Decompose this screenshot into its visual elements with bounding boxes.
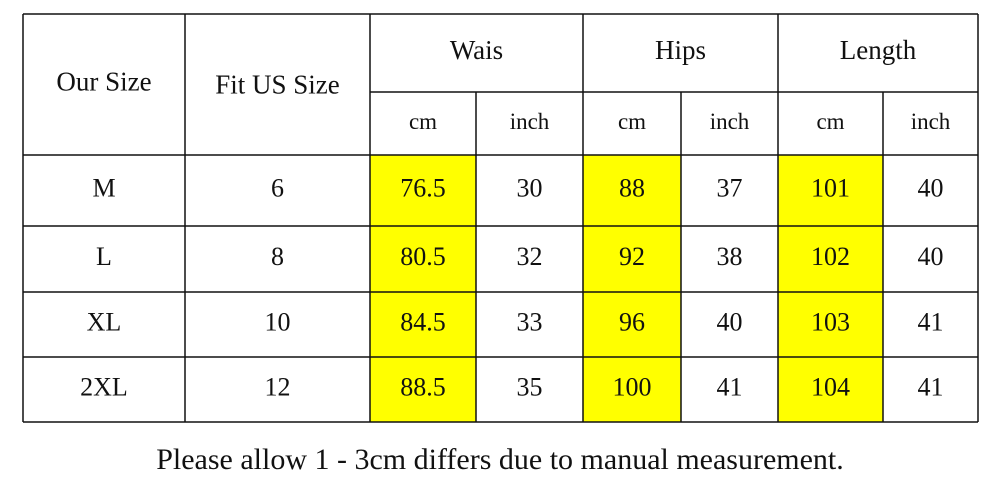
highlight-cell [778, 226, 883, 292]
header-cell: Our Size [56, 67, 151, 97]
highlight-cell [778, 155, 883, 226]
table-cell: 38 [717, 242, 743, 271]
highlight-cell [583, 357, 681, 422]
table-cell: L [96, 242, 112, 271]
table-cell: 37 [717, 173, 743, 202]
highlight-cell [583, 155, 681, 226]
table-cell: XL [87, 307, 122, 336]
table-cell: 40 [717, 307, 743, 336]
table-cell: 101 [811, 173, 850, 202]
table-cell: 84.5 [400, 307, 446, 336]
highlight-cell [370, 292, 476, 357]
table-cell: 40 [918, 173, 944, 202]
table-cell: 41 [918, 307, 944, 336]
table-cell: 100 [613, 372, 652, 401]
table-cell: 35 [517, 372, 543, 401]
table-cell: 103 [811, 307, 850, 336]
table-cell: 41 [918, 372, 944, 401]
table-cell: 32 [517, 242, 543, 271]
table-cell: 88 [619, 173, 645, 202]
table-cell: 102 [811, 242, 850, 271]
table-cell: 96 [619, 307, 645, 336]
table-cell: 41 [717, 372, 743, 401]
table-cell: 88.5 [400, 372, 446, 401]
highlight-cell [583, 226, 681, 292]
group-header: Wais [450, 35, 503, 65]
table-cell: 8 [271, 242, 284, 271]
highlight-cell [778, 292, 883, 357]
highlight-cell [370, 226, 476, 292]
highlight-cell [778, 357, 883, 422]
header-cell: Fit US Size [215, 70, 340, 100]
table-cell: 76.5 [400, 173, 446, 202]
unit-header: cm [409, 109, 437, 134]
unit-header: cm [816, 109, 844, 134]
highlight-cell [370, 357, 476, 422]
footer-note: Please allow 1 - 3cm differs due to manu… [156, 443, 844, 476]
unit-header: cm [618, 109, 646, 134]
group-header: Hips [655, 35, 706, 65]
unit-header: inch [911, 109, 951, 134]
table-cell: 10 [265, 307, 291, 336]
unit-header: inch [510, 109, 550, 134]
unit-header: inch [710, 109, 750, 134]
table-cell: 6 [271, 173, 284, 202]
table-cell: M [92, 173, 115, 202]
table-cell: 12 [265, 372, 291, 401]
table-cell: 40 [918, 242, 944, 271]
table-cell: 80.5 [400, 242, 446, 271]
table-cell: 33 [517, 307, 543, 336]
highlight-cell [583, 292, 681, 357]
table-cell: 92 [619, 242, 645, 271]
table-cell: 30 [517, 173, 543, 202]
table-cell: 2XL [80, 372, 128, 401]
highlight-cell [370, 155, 476, 226]
group-header: Length [840, 35, 917, 65]
table-cell: 104 [811, 372, 850, 401]
